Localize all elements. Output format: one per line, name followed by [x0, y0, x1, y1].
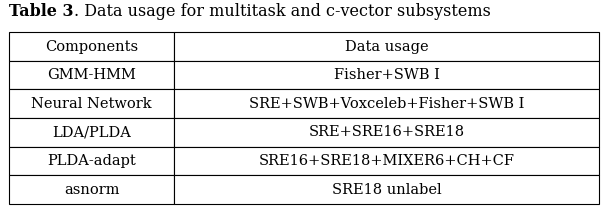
Bar [174, 61, 599, 89]
Bar [9, 89, 174, 118]
Text: . Data usage for multitask and c-vector subsystems: . Data usage for multitask and c-vector … [74, 3, 491, 20]
Text: SRE18 unlabel: SRE18 unlabel [332, 183, 441, 197]
Bar [9, 175, 174, 204]
Bar [9, 61, 174, 89]
Text: Components: Components [45, 40, 138, 53]
Text: SRE16+SRE18+MIXER6+CH+CF: SRE16+SRE18+MIXER6+CH+CF [258, 154, 514, 168]
Text: LDA/PLDA: LDA/PLDA [52, 125, 131, 139]
Bar [174, 147, 599, 175]
Text: Table 3: Table 3 [9, 3, 74, 20]
Bar [174, 118, 599, 147]
Bar [9, 118, 174, 147]
Bar [174, 89, 599, 118]
Text: Data usage: Data usage [345, 40, 429, 53]
Text: Neural Network: Neural Network [32, 97, 152, 111]
Bar [9, 147, 174, 175]
Text: asnorm: asnorm [64, 183, 119, 197]
Text: PLDA-adapt: PLDA-adapt [47, 154, 136, 168]
Text: Fisher+SWB I: Fisher+SWB I [334, 68, 440, 82]
Text: SRE+SRE16+SRE18: SRE+SRE16+SRE18 [308, 125, 465, 139]
Text: GMM-HMM: GMM-HMM [47, 68, 136, 82]
Text: SRE+SWB+Voxceleb+Fisher+SWB I: SRE+SWB+Voxceleb+Fisher+SWB I [249, 97, 524, 111]
Bar [9, 32, 174, 61]
Bar [174, 32, 599, 61]
Bar [174, 175, 599, 204]
